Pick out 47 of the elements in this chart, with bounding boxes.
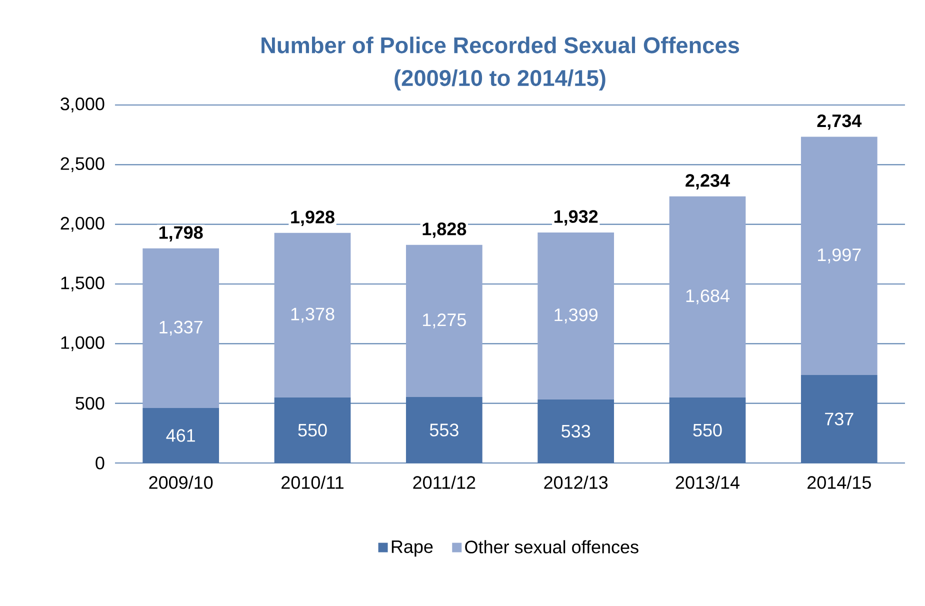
legend-label: Other sexual offences: [465, 540, 638, 554]
chart-title: Number of Police Recorded Sexual Offences: [262, 36, 740, 54]
bar: [142, 408, 220, 463]
chart-subtitle: (2009/10 to 2014/15): [394, 69, 606, 91]
y-tick-label: 0: [96, 456, 104, 470]
data-label: 1,337: [160, 320, 202, 336]
y-tick-label: 2,000: [60, 216, 104, 232]
x-tick-label: 2011/12: [413, 476, 476, 489]
bar: [274, 397, 351, 463]
y-tick-label: 1,500: [61, 276, 104, 292]
bar: [406, 396, 482, 463]
total-label: 2,734: [817, 114, 862, 130]
data-label: 553: [430, 424, 458, 436]
data-label: 550: [693, 424, 722, 437]
y-tick-label: 2,500: [60, 157, 104, 172]
legend-label: Rape: [392, 540, 433, 557]
total-label: 1,928: [291, 210, 334, 226]
data-label: 1,684: [686, 289, 730, 304]
bar: [142, 248, 220, 408]
x-tick-label: 2014/15: [808, 476, 871, 489]
bar: [800, 375, 878, 463]
data-label: 533: [562, 424, 590, 438]
total-label: 1,798: [159, 226, 203, 242]
data-label: 461: [166, 429, 195, 442]
x-tick-label: 2012/13: [544, 476, 608, 489]
y-tick-label: 500: [76, 396, 104, 410]
data-label: 1,378: [291, 308, 334, 323]
bar: [800, 136, 878, 376]
total-label: 1,932: [554, 210, 598, 226]
x-tick-label: 2010/11: [282, 476, 344, 489]
x-tick-label: 2009/10: [149, 476, 213, 489]
data-label: 1,275: [423, 313, 466, 328]
bar: [274, 232, 351, 398]
total-label: 1,828: [422, 222, 466, 238]
total-label: 2,234: [686, 174, 730, 190]
bar: [669, 196, 746, 398]
bar: [538, 399, 614, 463]
data-label: 737: [825, 412, 854, 426]
bar: [406, 244, 482, 397]
x-tick-label: 2013/14: [676, 476, 740, 489]
bar: [669, 397, 746, 463]
bar: [538, 232, 614, 400]
data-label: 1,399: [554, 308, 598, 324]
y-tick-label: 1,000: [61, 336, 104, 352]
data-label: 550: [298, 424, 327, 437]
y-tick-label: 3,000: [60, 98, 104, 112]
data-label: 1,997: [818, 248, 861, 264]
